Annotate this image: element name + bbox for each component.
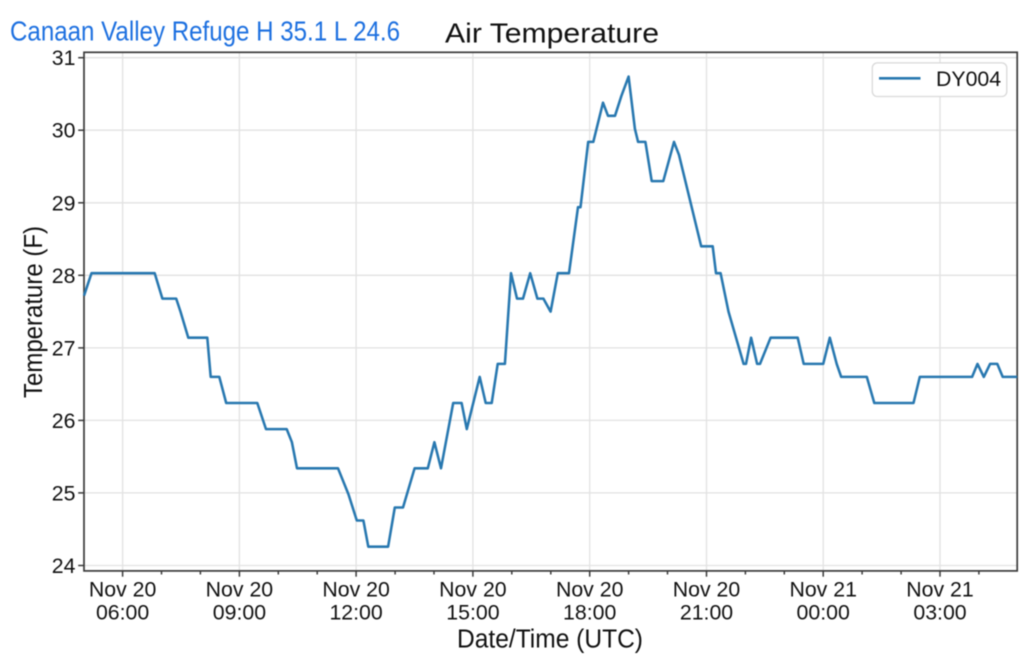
svg-text:Nov 20: Nov 20 xyxy=(322,578,390,602)
svg-text:Nov 20: Nov 20 xyxy=(89,578,157,602)
svg-text:30: 30 xyxy=(52,119,76,143)
svg-text:09:00: 09:00 xyxy=(213,601,266,625)
svg-text:31: 31 xyxy=(52,46,76,70)
svg-text:24: 24 xyxy=(52,554,76,578)
svg-text:15:00: 15:00 xyxy=(446,601,499,625)
svg-text:06:00: 06:00 xyxy=(96,601,149,625)
svg-text:18:00: 18:00 xyxy=(563,601,616,625)
svg-text:Nov 20: Nov 20 xyxy=(556,578,624,602)
svg-text:03:00: 03:00 xyxy=(913,601,966,625)
svg-text:Air Temperature: Air Temperature xyxy=(445,17,659,48)
svg-text:Canaan Valley Refuge H 35.1 L: Canaan Valley Refuge H 35.1 L 24.6 xyxy=(10,16,400,47)
svg-text:12:00: 12:00 xyxy=(329,601,382,625)
svg-text:Nov 20: Nov 20 xyxy=(439,578,507,602)
svg-text:Temperature (F): Temperature (F) xyxy=(20,226,48,398)
svg-text:Nov 20: Nov 20 xyxy=(673,578,741,602)
svg-text:25: 25 xyxy=(52,481,76,505)
svg-text:28: 28 xyxy=(52,264,76,288)
svg-text:29: 29 xyxy=(52,191,76,215)
svg-text:27: 27 xyxy=(52,336,76,360)
svg-text:DY004: DY004 xyxy=(936,67,1001,91)
svg-text:21:00: 21:00 xyxy=(680,601,733,625)
svg-text:00:00: 00:00 xyxy=(797,601,850,625)
svg-text:26: 26 xyxy=(52,409,76,433)
svg-text:Nov 20: Nov 20 xyxy=(206,578,274,602)
svg-text:Date/Time (UTC): Date/Time (UTC) xyxy=(457,626,643,654)
svg-text:Nov 21: Nov 21 xyxy=(906,578,973,602)
svg-text:Nov 21: Nov 21 xyxy=(789,578,856,602)
